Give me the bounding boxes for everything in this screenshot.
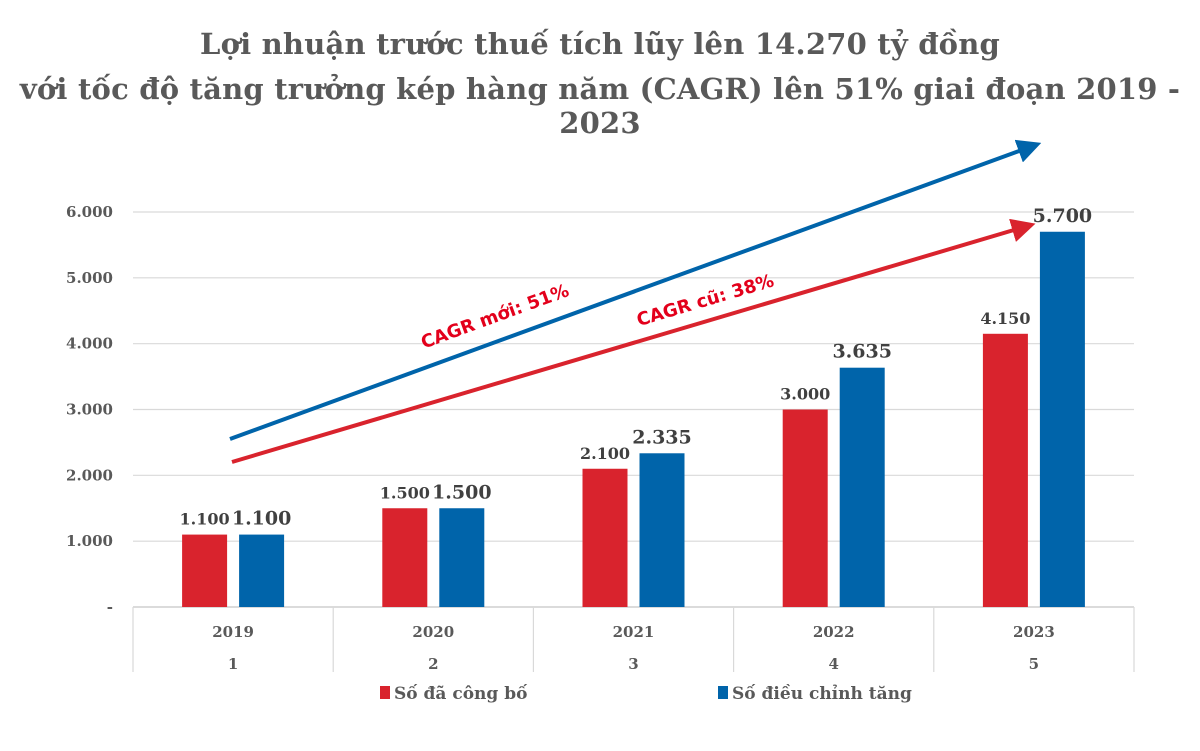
x-index-label: 2 bbox=[428, 655, 438, 673]
data-label: 4.150 bbox=[980, 309, 1030, 328]
data-label: 1.100 bbox=[232, 508, 292, 530]
x-tick-label: 2022 bbox=[813, 623, 855, 641]
x-tick-label: 2021 bbox=[613, 623, 655, 641]
x-index-label: 3 bbox=[628, 655, 638, 673]
data-label: 3.635 bbox=[832, 341, 892, 363]
data-label: 1.100 bbox=[180, 510, 230, 529]
chart-title-line-1: Lợi nhuận trước thuế tích lũy lên 14.270… bbox=[200, 27, 1000, 61]
bar-published bbox=[982, 333, 1028, 607]
x-tick-label: 2023 bbox=[1013, 623, 1055, 641]
data-label: 1.500 bbox=[432, 481, 492, 503]
x-index-label: 4 bbox=[828, 655, 838, 673]
x-index-label: 5 bbox=[1029, 655, 1039, 673]
bar-published bbox=[382, 508, 428, 607]
y-tick-label: 5.000 bbox=[66, 269, 113, 287]
y-tick-label: - bbox=[107, 598, 113, 616]
bar-adjusted bbox=[839, 367, 885, 607]
y-tick-label: 1.000 bbox=[66, 532, 113, 550]
bar-published bbox=[182, 534, 228, 607]
bar-adjusted bbox=[439, 508, 485, 607]
legend-label: Số đã công bố bbox=[394, 684, 528, 704]
x-tick-label: 2019 bbox=[212, 623, 254, 641]
y-tick-label: 6.000 bbox=[66, 203, 113, 221]
bar-adjusted bbox=[639, 453, 685, 607]
legend-label: Số điều chỉnh tăng bbox=[732, 684, 912, 704]
cagr-old-arrow bbox=[231, 218, 1036, 464]
legend-swatch bbox=[380, 686, 390, 699]
bar-adjusted bbox=[239, 534, 285, 607]
cagr-new-arrow bbox=[229, 139, 1042, 441]
x-index-label: 1 bbox=[228, 655, 238, 673]
y-tick-label: 2.000 bbox=[66, 466, 113, 484]
data-label: 2.335 bbox=[632, 426, 692, 448]
bar-published bbox=[582, 468, 628, 607]
data-label: 3.000 bbox=[780, 385, 830, 404]
bar-published bbox=[782, 409, 828, 607]
data-label: 2.100 bbox=[580, 444, 630, 463]
legend-swatch bbox=[718, 686, 728, 699]
x-tick-label: 2020 bbox=[412, 623, 454, 641]
y-tick-label: 3.000 bbox=[66, 401, 113, 419]
y-tick-label: 4.000 bbox=[66, 335, 113, 353]
data-label: 5.700 bbox=[1033, 205, 1093, 227]
chart-title-line-2: với tốc độ tăng trưởng kép hàng năm (CAG… bbox=[19, 72, 1181, 140]
data-label: 1.500 bbox=[380, 483, 430, 502]
bar-adjusted bbox=[1039, 231, 1085, 607]
